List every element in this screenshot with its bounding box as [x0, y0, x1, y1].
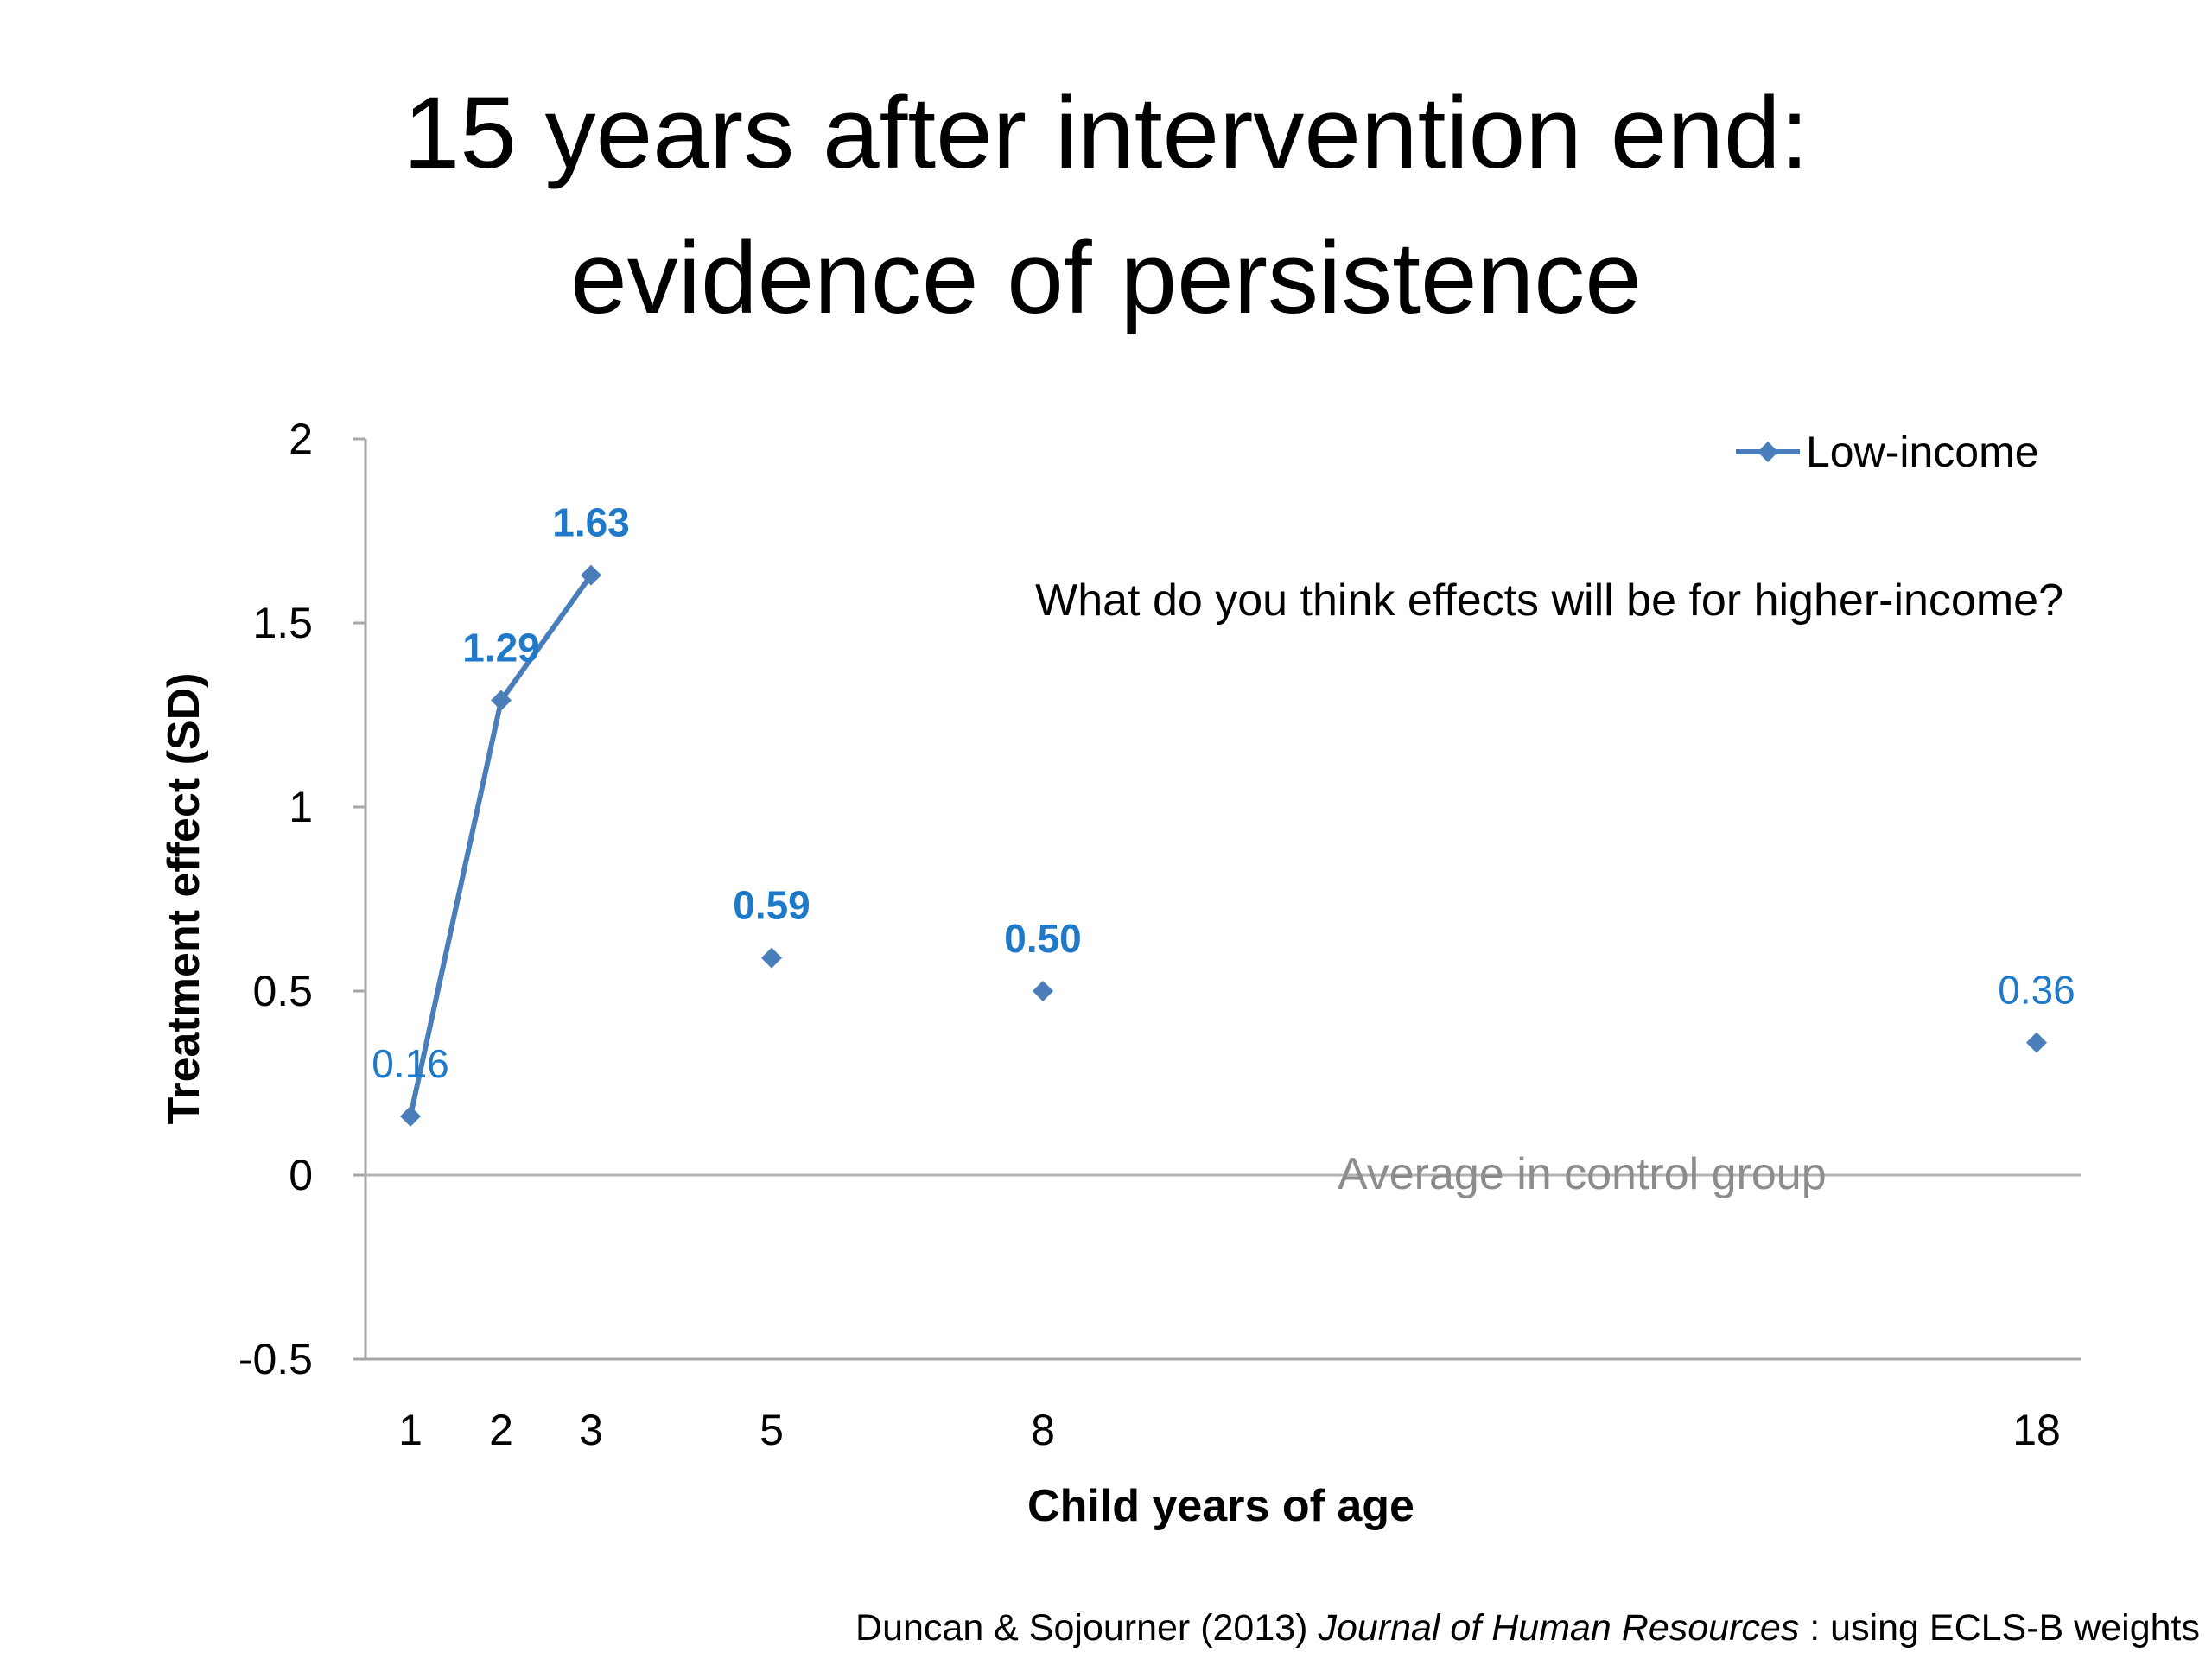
citation-authors: Duncan & Sojourner (2013) [855, 1607, 1319, 1649]
y-tick-label: 1 [289, 783, 313, 831]
slide-title: 15 years after intervention end: evidenc… [0, 60, 2212, 351]
baseline-annotation: Average in control group [1338, 1149, 1827, 1199]
y-tick-label: 0 [289, 1151, 313, 1199]
y-tick-label: 0.5 [252, 967, 313, 1015]
y-tick-label: -0.5 [238, 1335, 313, 1383]
data-label: 0.16 [372, 1041, 449, 1086]
data-label: 0.36 [1998, 968, 2075, 1013]
legend-marker [1758, 442, 1778, 462]
data-point-marker [2026, 1032, 2047, 1053]
x-tick-label: 3 [579, 1406, 603, 1454]
data-point-marker [491, 690, 512, 711]
data-label: 1.63 [552, 500, 630, 545]
data-point-marker [400, 1105, 421, 1127]
x-tick-label: 8 [1031, 1406, 1055, 1454]
citation-journal: Journal of Human Resources [1318, 1607, 1800, 1649]
question-annotation: What do you think effects will be for hi… [1035, 575, 2063, 626]
data-label: 0.50 [1004, 916, 1082, 961]
data-point-marker [761, 947, 782, 969]
data-point-marker [581, 564, 601, 586]
title-line-1: 15 years after intervention end: [403, 76, 1809, 190]
y-tick-label: 1.5 [252, 599, 313, 647]
y-tick-label: 2 [289, 415, 313, 463]
x-axis-title: Child years of age [1027, 1481, 1414, 1531]
data-point-marker [1033, 981, 1053, 1001]
data-label: 0.59 [733, 883, 810, 928]
title-line-2: evidence of persistence [570, 221, 1642, 335]
x-tick-label: 5 [760, 1406, 784, 1454]
y-axis-title: Treatment effect (SD) [159, 673, 209, 1125]
data-label: 1.29 [462, 625, 540, 670]
x-tick-label: 18 [2012, 1406, 2061, 1454]
x-tick-label: 1 [398, 1406, 423, 1454]
citation-note: : using ECLS-B weights [1799, 1607, 2200, 1649]
legend-label: Low-income [1806, 428, 2039, 476]
x-tick-label: 2 [489, 1406, 513, 1454]
citation-footer: Duncan & Sojourner (2013) Journal of Hum… [855, 1607, 2200, 1649]
